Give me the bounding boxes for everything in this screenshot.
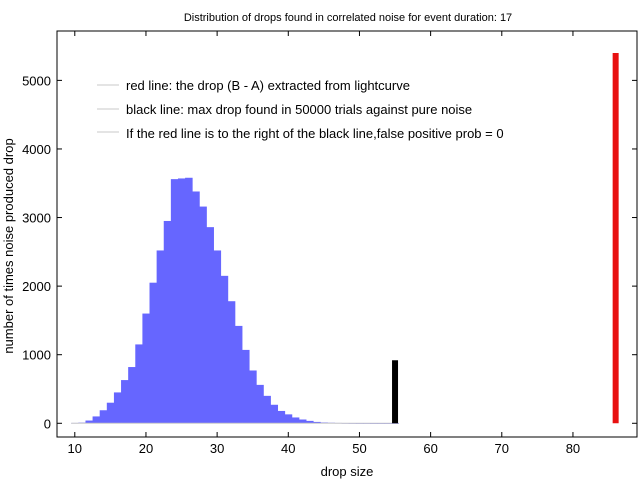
x-axis-label: drop size — [321, 464, 374, 479]
histogram-bar — [149, 282, 158, 424]
histogram-bar — [121, 380, 129, 424]
x-axis-ticks: 10 20 30 40 50 60 70 80 — [68, 31, 580, 456]
histogram-bar — [192, 191, 200, 424]
histogram-bar — [242, 349, 250, 424]
x-tick-label: 20 — [139, 441, 153, 456]
histogram-bar — [199, 206, 207, 424]
histogram-bar — [256, 384, 264, 424]
histogram-bar — [135, 344, 143, 424]
y-tick-label: 2000 — [22, 279, 51, 294]
histogram-bar — [306, 420, 314, 424]
x-tick-label: 50 — [352, 441, 366, 456]
histogram-bar — [85, 420, 93, 424]
histogram-bar — [206, 227, 214, 424]
legend-entry-red-line: red line: the drop (B - A) extracted fro… — [126, 78, 410, 93]
x-tick-label: 60 — [423, 441, 437, 456]
histogram-bar — [99, 410, 108, 424]
histogram-bar — [313, 421, 321, 424]
y-tick-label: 3000 — [22, 211, 51, 226]
plot-frame — [56, 30, 638, 438]
histogram-bars — [71, 177, 399, 424]
histogram-bar — [106, 402, 115, 424]
histogram-bar — [220, 275, 229, 424]
histogram-bar — [170, 179, 179, 424]
histogram-bar — [291, 417, 300, 424]
x-tick-label: 80 — [566, 441, 580, 456]
x-tick-label: 30 — [210, 441, 224, 456]
histogram-bar — [263, 395, 271, 424]
histogram-bar — [128, 367, 136, 424]
histogram-bar — [277, 410, 286, 424]
y-axis-label: number of times noise produced drop — [1, 138, 16, 353]
legend-entry-note: If the red line is to the right of the b… — [126, 126, 504, 141]
x-tick-label: 10 — [68, 441, 82, 456]
histogram-bar — [163, 220, 172, 424]
histogram-bar — [213, 250, 222, 424]
x-tick-label: 40 — [281, 441, 295, 456]
y-axis-ticks: 0 1000 2000 3000 4000 5000 — [22, 73, 637, 431]
legend: red line: the drop (B - A) extracted fro… — [97, 78, 504, 141]
y-tick-label: 0 — [44, 416, 51, 431]
chart-title: Distribution of drops found in correlate… — [184, 12, 512, 24]
histogram-bar — [298, 419, 307, 424]
x-tick-label: 70 — [495, 441, 509, 456]
histogram-bar — [284, 414, 293, 424]
histogram-bar — [234, 325, 243, 424]
legend-entry-black-line: black line: max drop found in 50000 tria… — [126, 102, 472, 117]
histogram-bar — [177, 178, 186, 424]
histogram-bar — [156, 250, 165, 424]
histogram-bar — [142, 313, 150, 424]
histogram-bar — [227, 301, 236, 424]
y-tick-label: 5000 — [22, 73, 51, 88]
marker-lines — [392, 52, 619, 424]
histogram-bar — [249, 370, 257, 424]
y-tick-label: 4000 — [22, 142, 51, 157]
histogram-bar — [270, 404, 279, 424]
histogram-bar — [113, 392, 122, 424]
y-tick-label: 1000 — [22, 348, 51, 363]
histogram-bar — [185, 177, 193, 424]
histogram-bar — [92, 416, 101, 424]
